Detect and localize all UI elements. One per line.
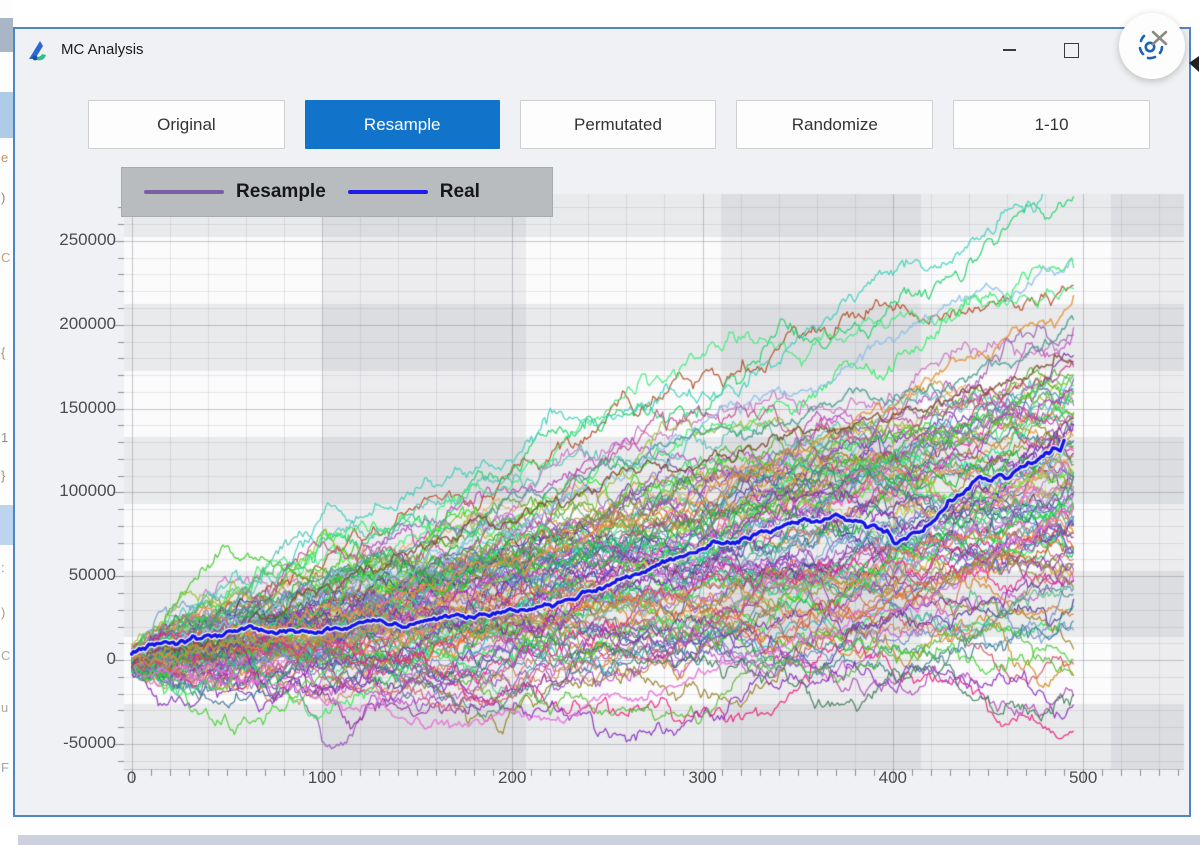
mouse-cursor bbox=[1189, 56, 1199, 72]
y-tick-label: -50000 bbox=[63, 732, 116, 752]
minimize-button[interactable] bbox=[987, 29, 1031, 71]
toolbar-button-permutated[interactable]: Permutated bbox=[519, 100, 717, 149]
legend-item-resample: Resample bbox=[122, 181, 326, 203]
background-text-fragment: 1 bbox=[1, 430, 9, 445]
app-window: MC Analysis Original Resample Permutated… bbox=[13, 27, 1200, 845]
chart-area: Resample Real -50000 0 50000 100000 150000 20… bbox=[16, 160, 1192, 802]
x-tick-label: 200 bbox=[498, 768, 527, 787]
chart-canvas[interactable] bbox=[16, 160, 1192, 802]
toolbar: Original Resample Permutated Randomize 1… bbox=[15, 100, 1189, 150]
legend-label-resample: Resample bbox=[236, 181, 326, 202]
screen-capture-button[interactable] bbox=[1119, 13, 1185, 79]
maximize-icon bbox=[1063, 42, 1079, 58]
x-tick-label: 100 bbox=[307, 768, 337, 787]
chart-legend: Resample Real bbox=[121, 167, 553, 217]
app-logo-icon bbox=[29, 41, 46, 61]
background-highlight bbox=[0, 18, 13, 52]
minimize-icon bbox=[1002, 49, 1016, 51]
y-tick-label: 250000 bbox=[59, 229, 116, 249]
legend-item-real: Real bbox=[326, 181, 480, 203]
y-tick-label: 100000 bbox=[59, 481, 116, 501]
x-tick-label: 500 bbox=[1068, 768, 1098, 787]
background-text-fragment: ) bbox=[1, 190, 6, 205]
background-text-fragment: F bbox=[1, 760, 9, 775]
y-tick-label: 200000 bbox=[59, 313, 116, 333]
x-tick-label: 0 bbox=[126, 768, 137, 787]
y-tick-label: 0 bbox=[106, 649, 116, 669]
x-tick-label: 300 bbox=[688, 768, 717, 787]
window-title: MC Analysis bbox=[61, 41, 144, 58]
bottom-scrollbar[interactable] bbox=[18, 835, 1200, 845]
legend-label-real: Real bbox=[439, 181, 480, 202]
background-highlight bbox=[0, 505, 13, 545]
background-text-fragment: u bbox=[1, 700, 9, 715]
y-tick-label: 150000 bbox=[59, 397, 116, 417]
y-tick-label: 50000 bbox=[68, 565, 116, 585]
background-highlight bbox=[0, 92, 13, 138]
toolbar-button-randomize[interactable]: Randomize bbox=[736, 100, 934, 149]
maximize-button[interactable] bbox=[1049, 29, 1093, 71]
background-text-fragment: C bbox=[1, 250, 11, 265]
background-text-fragment: { bbox=[1, 345, 6, 360]
legend-swatch-real bbox=[347, 190, 428, 194]
background-text-fragment: C bbox=[1, 648, 11, 663]
toolbar-button-1-10[interactable]: 1-10 bbox=[953, 100, 1150, 149]
legend-swatch-resample bbox=[144, 190, 224, 194]
background-text-fragment: } bbox=[1, 468, 6, 483]
title-bar: MC Analysis bbox=[15, 29, 1189, 99]
toolbar-button-original[interactable]: Original bbox=[88, 100, 285, 149]
toolbar-button-resample[interactable]: Resample bbox=[304, 100, 500, 149]
background-text-fragment: : bbox=[1, 560, 5, 575]
x-tick-label: 400 bbox=[878, 768, 908, 787]
background-text-fragment: e bbox=[1, 150, 9, 165]
screen-capture-icon bbox=[1138, 30, 1168, 60]
background-text-fragment: ) bbox=[1, 605, 6, 620]
